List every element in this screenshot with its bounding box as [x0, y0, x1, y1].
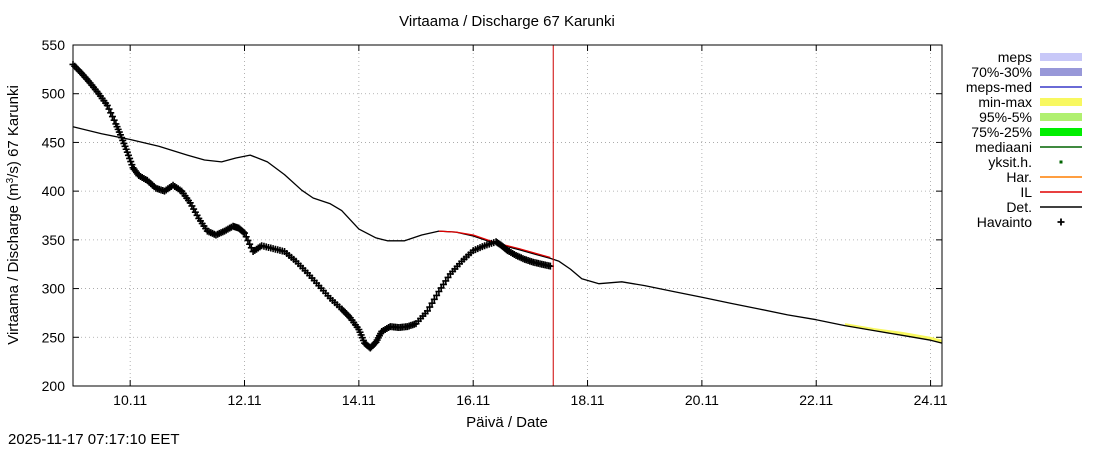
x-tick-label: 12.11 [228, 392, 262, 408]
legend-label: IL [1020, 184, 1032, 200]
x-tick-label: 18.11 [571, 392, 605, 408]
havainto-point [103, 101, 111, 109]
legend-label: Det. [1006, 199, 1032, 215]
legend-label: yksit.h. [988, 154, 1032, 170]
legend-label: meps-med [966, 79, 1032, 95]
x-tick-label: 10.11 [113, 392, 147, 408]
legend: meps70%-30%meps-medmin-max95%-5%75%-25%m… [966, 49, 1082, 230]
y-tick-label: 400 [42, 183, 66, 199]
chart-title: Virtaama / Discharge 67 Karunki [399, 13, 615, 30]
x-tick-label: 20.11 [685, 392, 719, 408]
legend-swatch [1040, 53, 1082, 61]
x-tick-label: 22.11 [799, 392, 833, 408]
legend-label: mediaani [975, 139, 1032, 155]
legend-swatch [1040, 68, 1082, 76]
series-layer [69, 60, 943, 352]
y-tick-label: 550 [42, 37, 66, 53]
havainto-marker [110, 116, 118, 124]
legend-swatch [1040, 98, 1082, 106]
legend-swatch [1057, 218, 1065, 226]
y-tick-label: 450 [42, 134, 66, 150]
y-tick-label: 350 [42, 232, 66, 248]
x-tick-label: 14.11 [342, 392, 376, 408]
x-axis-label: Päivä / Date [466, 414, 548, 431]
y-axis-label: Virtaama / Discharge (m3/s) 67 Karunki [5, 85, 23, 345]
havainto-point [423, 307, 431, 315]
havainto-marker [428, 299, 436, 307]
havainto-marker [442, 277, 450, 285]
legend-swatch [1059, 160, 1063, 164]
grid-layer [73, 45, 942, 386]
legend-label: meps [998, 49, 1032, 65]
legend-swatch [1040, 128, 1082, 136]
x-tick-label: 24.11 [914, 392, 948, 408]
havainto-marker [108, 113, 116, 121]
legend-label: min-max [978, 94, 1032, 110]
series-min-max [844, 323, 943, 343]
series-det [72, 126, 943, 344]
legend-label: Havainto [977, 214, 1032, 230]
havainto-marker [244, 236, 252, 244]
legend-label: 75%-25% [971, 124, 1032, 140]
series-havainto [69, 60, 554, 352]
havainto-marker [439, 280, 447, 288]
havainto-marker [437, 284, 445, 292]
havainto-marker [239, 228, 247, 236]
legend-label: 70%-30% [971, 64, 1032, 80]
legend-label: 95%-5% [979, 109, 1032, 125]
havainto-marker [430, 295, 438, 303]
havainto-point [435, 287, 443, 295]
havainto-marker [105, 105, 113, 113]
y-tick-label: 250 [42, 329, 66, 345]
legend-swatch [1040, 113, 1082, 121]
havainto-marker [444, 273, 452, 281]
havainto-marker [426, 303, 434, 311]
havainto-marker [246, 240, 254, 248]
havainto-point [241, 229, 249, 237]
tick-layer: 200 250 300 350 400 450 500 550 10.11 12.11 14.11 1… [42, 37, 948, 408]
timestamp: 2025-11-17 07:17:10 EET [8, 431, 180, 448]
plot-frame [72, 44, 943, 387]
y-tick-label: 200 [42, 378, 66, 394]
legend-label: Har. [1006, 169, 1032, 185]
y-tick-label: 500 [42, 86, 66, 102]
havainto-marker [242, 233, 250, 241]
havainto-point [546, 262, 554, 270]
havainto-marker [107, 109, 115, 117]
x-tick-label: 16.11 [456, 392, 490, 408]
havainto-marker [433, 291, 441, 299]
y-tick-label: 300 [42, 281, 66, 297]
